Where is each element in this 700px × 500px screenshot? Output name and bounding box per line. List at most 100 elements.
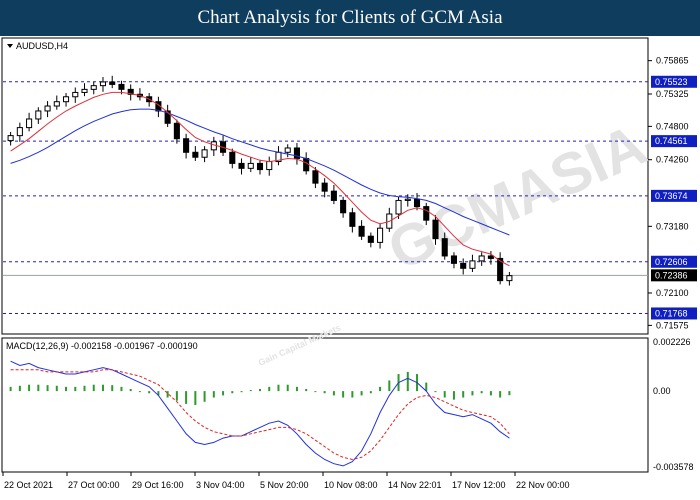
macd-histogram-bar xyxy=(74,386,77,392)
macd-histogram-bar xyxy=(471,391,474,396)
candle-body xyxy=(478,255,485,262)
candle-body xyxy=(293,147,300,159)
macd-histogram-bar xyxy=(9,386,12,392)
macd-histogram-bar xyxy=(240,391,243,393)
time-tick-label: 10 Nov 08:00 xyxy=(324,480,378,490)
macd-histogram-bar xyxy=(212,391,215,398)
macd-histogram-bar xyxy=(249,390,252,392)
candle-body xyxy=(99,81,107,87)
candle-body xyxy=(164,110,171,124)
macd-histogram-bar xyxy=(452,391,455,400)
level-badge xyxy=(651,255,697,268)
price-tick-label: 0.71575 xyxy=(656,320,689,330)
macd-main-line xyxy=(10,360,510,467)
macd-histogram-bar xyxy=(277,384,280,392)
level-badge xyxy=(651,307,697,320)
candle-body xyxy=(90,85,97,90)
macd-histogram-bar xyxy=(203,391,206,402)
current-price-badge xyxy=(651,269,697,282)
price-badges: 0.75523 0.74561 0.73674 0.72606 0.71768 0.723… xyxy=(651,75,697,320)
macd-histogram-bar xyxy=(379,386,382,392)
macd-histogram-bar xyxy=(129,388,132,392)
macd-histogram-bar xyxy=(194,391,197,405)
candle-body xyxy=(81,88,88,93)
candle-body xyxy=(377,227,384,243)
macd-histogram-bar xyxy=(425,382,428,392)
support-resistance-levels xyxy=(3,81,648,314)
price-tick-label: 0.75865 xyxy=(656,56,689,66)
macd-histogram-bar xyxy=(166,391,169,398)
macd-histogram-bar xyxy=(314,391,317,393)
ma-fast-line xyxy=(10,91,510,267)
macd-histogram-bar xyxy=(148,391,151,394)
candle-body xyxy=(349,212,356,227)
level-badge-label: 0.72606 xyxy=(655,257,688,267)
macd-histogram-bar xyxy=(388,380,391,392)
candle-body xyxy=(487,255,494,259)
macd-indicator xyxy=(9,360,511,467)
level-badge-label: 0.73674 xyxy=(655,191,688,201)
price-tick-label: 0.75325 xyxy=(656,89,689,99)
macd-histogram-bar xyxy=(138,391,141,393)
macd-histogram-bar xyxy=(18,385,21,392)
candle-body xyxy=(497,257,504,282)
level-badge-label: 0.74561 xyxy=(655,136,688,146)
candle-body xyxy=(53,101,60,107)
macd-panel[interactable] xyxy=(1,337,649,473)
macd-histogram-bar xyxy=(323,391,326,394)
price-chart[interactable]: GCMASIA Gain Capital Markets AUDUSD,H4 0… xyxy=(0,36,700,500)
current-price-label: 0.72386 xyxy=(655,270,688,280)
time-tick-label: 14 Nov 22:01 xyxy=(388,480,442,490)
candle-body xyxy=(469,260,476,269)
time-tick-label: 22 Oct 2021 xyxy=(4,480,53,490)
candle-body xyxy=(72,91,79,98)
level-badge-label: 0.75523 xyxy=(655,77,688,87)
candle-body xyxy=(460,262,467,269)
macd-histogram-bar xyxy=(185,391,188,404)
price-tick-label: 0.74800 xyxy=(656,121,689,131)
macd-histogram-bar xyxy=(259,388,261,392)
time-tick-label: 3 Nov 04:00 xyxy=(196,480,245,490)
macd-histogram-bar xyxy=(92,384,95,392)
macd-tick-label: 0.00 xyxy=(653,386,671,396)
candle-body xyxy=(192,151,199,158)
macd-histogram-bar xyxy=(55,385,58,392)
candle-body xyxy=(321,182,328,192)
macd-histogram-bar xyxy=(231,391,234,394)
macd-histogram-bar xyxy=(111,385,114,392)
macd-signal-line xyxy=(10,369,510,461)
macd-histogram-bar xyxy=(28,384,31,392)
time-tick-label: 22 Nov 00:00 xyxy=(516,480,570,490)
macd-histogram-bar xyxy=(443,391,446,398)
macd-label: MACD(12,26,9) -0.002158 -0.001967 -0.000… xyxy=(6,341,198,351)
time-tick-label: 5 Nov 20:00 xyxy=(260,480,309,490)
level-badge xyxy=(651,135,697,148)
macd-histogram-bar xyxy=(175,391,178,401)
candle-body xyxy=(109,81,116,85)
macd-histogram-bar xyxy=(369,391,372,394)
macd-histogram-bar xyxy=(480,391,483,394)
candle-body xyxy=(432,219,439,240)
moving-averages xyxy=(10,91,510,267)
symbol-dropdown-icon[interactable] xyxy=(7,44,13,48)
candle-body xyxy=(183,138,190,153)
macd-tick-label: -0.003578 xyxy=(653,462,694,472)
symbol-timeframe-label: AUDUSD,H4 xyxy=(16,41,68,51)
chart-header-title: Chart Analysis for Clients of GCM Asia xyxy=(0,0,700,36)
macd-histogram-bar xyxy=(83,385,86,392)
candle-body xyxy=(358,225,365,237)
macd-histogram-bar xyxy=(101,384,104,392)
candle-body xyxy=(173,122,180,140)
candle-body xyxy=(266,161,273,171)
price-axis: 0.75865 0.75325 0.74800 0.74260 0.73180 0.721… xyxy=(648,56,689,330)
candle-body xyxy=(450,255,458,264)
macd-histogram-bar xyxy=(222,391,225,396)
candle-body xyxy=(26,118,33,129)
macd-histogram-bar xyxy=(462,391,465,398)
candle-body xyxy=(367,235,374,243)
level-badge-label: 0.71768 xyxy=(655,308,688,318)
candle-body xyxy=(312,170,319,184)
macd-histogram-bar xyxy=(65,386,68,392)
candle-body xyxy=(395,199,402,215)
candle-body xyxy=(413,198,421,208)
